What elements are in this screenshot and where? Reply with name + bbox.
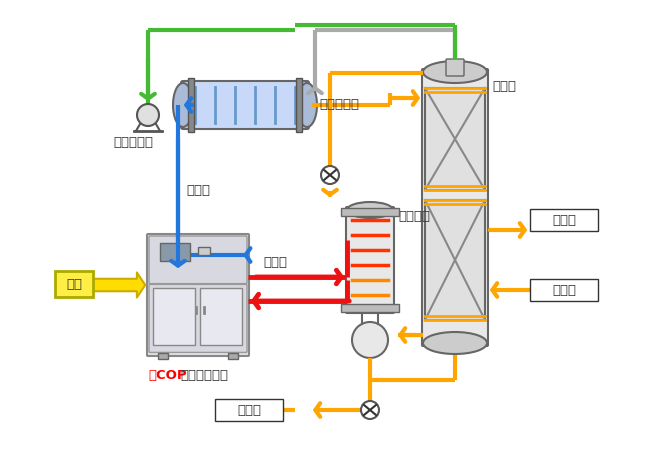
FancyBboxPatch shape — [215, 399, 283, 421]
FancyBboxPatch shape — [346, 207, 394, 313]
Text: 電力: 電力 — [66, 278, 82, 292]
FancyBboxPatch shape — [149, 236, 247, 284]
Bar — [341, 208, 399, 216]
Ellipse shape — [423, 61, 487, 83]
Text: 留出液: 留出液 — [552, 213, 576, 227]
Ellipse shape — [347, 202, 393, 218]
Bar — [228, 353, 238, 359]
FancyBboxPatch shape — [55, 271, 93, 297]
Text: リボイラ: リボイラ — [398, 210, 430, 223]
Ellipse shape — [352, 322, 388, 358]
Bar — [296, 78, 302, 132]
Bar — [198, 247, 210, 255]
Bar — [341, 304, 399, 312]
FancyBboxPatch shape — [530, 209, 598, 231]
FancyBboxPatch shape — [530, 279, 598, 301]
Text: ヒートポンプ: ヒートポンプ — [180, 369, 228, 382]
Text: 低温水: 低温水 — [186, 184, 210, 197]
FancyBboxPatch shape — [446, 59, 464, 76]
Text: コンデンサ: コンデンサ — [319, 99, 359, 112]
FancyBboxPatch shape — [422, 69, 488, 346]
Bar — [425, 88, 485, 190]
Bar — [158, 353, 168, 359]
FancyBboxPatch shape — [147, 234, 249, 356]
Text: 供給液: 供給液 — [552, 283, 576, 297]
Text: 高温水: 高温水 — [263, 256, 287, 269]
Bar — [160, 243, 190, 261]
Circle shape — [321, 166, 339, 184]
Bar — [200, 288, 242, 345]
Circle shape — [137, 104, 159, 126]
Bar — [153, 288, 195, 345]
Ellipse shape — [297, 83, 317, 127]
FancyBboxPatch shape — [149, 284, 247, 352]
Text: 蚕留塔: 蚕留塔 — [492, 80, 516, 93]
Bar — [425, 200, 485, 320]
Text: 缶出液: 缶出液 — [237, 404, 261, 416]
FancyBboxPatch shape — [181, 81, 309, 129]
Ellipse shape — [423, 332, 487, 354]
Text: 真空ポンプ: 真空ポンプ — [113, 136, 153, 149]
Ellipse shape — [173, 83, 193, 127]
Bar — [188, 78, 194, 132]
Circle shape — [361, 401, 379, 419]
Text: 高COP: 高COP — [148, 369, 187, 382]
